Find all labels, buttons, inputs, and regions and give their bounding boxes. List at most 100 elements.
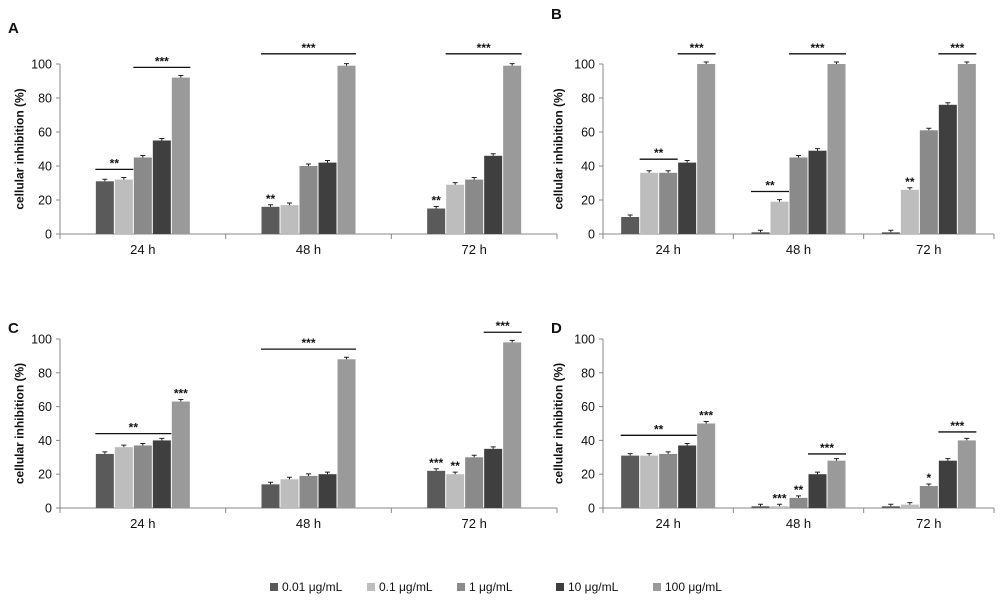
significance-label: *** (820, 441, 834, 455)
significance-label: *** (429, 456, 443, 470)
significance-label: * (926, 471, 931, 485)
bar (697, 423, 716, 508)
bar (827, 460, 846, 508)
y-tick-label: 80 (581, 366, 595, 380)
bar (640, 455, 659, 508)
legend-swatch-1 (367, 583, 375, 591)
bar (337, 359, 356, 508)
bar (95, 453, 114, 508)
x-tick-label: 24 h (130, 242, 155, 257)
bar (827, 64, 846, 234)
panel-label: B (551, 6, 562, 23)
bar (900, 189, 919, 234)
error-bar (684, 442, 690, 446)
significance-label: *** (690, 41, 704, 55)
significance-label: ** (129, 421, 139, 435)
y-tick-label: 60 (38, 126, 52, 140)
error-bar (665, 451, 671, 454)
error-bar (646, 170, 652, 173)
y-tick-label: 100 (31, 333, 52, 347)
error-bar (452, 471, 458, 475)
error-bar (433, 205, 439, 209)
error-bar (433, 468, 439, 471)
error-bar (907, 187, 913, 190)
bar (503, 342, 522, 508)
significance-label: ** (654, 146, 664, 160)
y-tick-label: 40 (581, 160, 595, 174)
bar (318, 162, 337, 234)
error-bar (471, 454, 477, 458)
y-tick-label: 40 (581, 434, 595, 448)
error-bar (684, 160, 690, 163)
bar (261, 484, 280, 508)
bar (808, 150, 827, 234)
error-bar (834, 458, 839, 461)
error-bar (627, 214, 633, 217)
bar (114, 447, 133, 508)
y-tick-label: 60 (581, 126, 595, 140)
error-bar (287, 202, 292, 206)
error-bar (159, 137, 165, 141)
significance-label: *** (301, 336, 315, 350)
significance-label: *** (477, 41, 491, 55)
error-bar (121, 177, 127, 180)
bar (808, 474, 827, 508)
bar (751, 506, 770, 508)
y-tick-label: 60 (581, 400, 595, 414)
significance-label: ** (905, 175, 915, 189)
y-tick-label: 40 (38, 434, 52, 448)
bar (133, 157, 152, 234)
bar (697, 64, 716, 234)
bar (789, 157, 808, 234)
bar (171, 77, 190, 234)
legend-label-1: 0.1 μg/mL (379, 580, 433, 594)
bar (770, 506, 789, 508)
bar (919, 486, 938, 508)
bar (446, 184, 465, 234)
error-bar (815, 148, 820, 151)
bar (919, 130, 938, 234)
error-bar (159, 437, 165, 441)
y-tick-label: 0 (45, 502, 52, 516)
error-bar (287, 476, 292, 480)
error-bar (815, 471, 820, 475)
significance-label: *** (772, 491, 786, 505)
legend-swatch-2 (457, 583, 465, 591)
bar (503, 65, 522, 234)
error-bar (344, 356, 349, 360)
error-bar (178, 399, 184, 402)
x-tick-label: 48 h (786, 242, 811, 257)
significance-label: ** (431, 194, 441, 208)
significance-label: ** (654, 422, 664, 436)
x-tick-label: 24 h (656, 516, 681, 531)
bar (427, 208, 446, 234)
x-tick-label: 72 h (916, 242, 941, 257)
significance-label: *** (496, 319, 510, 333)
bar (659, 172, 678, 234)
legend: 0.01 μg/mL 0.1 μg/mL 1 μg/mL 10 μg/mL 10… (270, 580, 722, 594)
y-tick-label: 80 (581, 92, 595, 106)
legend-label-2: 1 μg/mL (469, 580, 513, 594)
error-bar (834, 61, 839, 64)
y-tick-label: 20 (38, 468, 52, 482)
error-bar (777, 503, 782, 507)
legend-swatch-3 (556, 583, 564, 591)
bar (751, 232, 770, 234)
bar (938, 460, 957, 508)
x-tick-label: 48 h (296, 516, 321, 531)
y-axis-title: cellular inhibition (%) (13, 88, 27, 209)
bar (621, 455, 640, 508)
error-bar (627, 453, 633, 456)
x-tick-label: 48 h (296, 242, 321, 257)
bar (337, 65, 356, 234)
bar (280, 479, 299, 508)
y-tick-label: 80 (38, 92, 52, 106)
error-bar (102, 178, 108, 182)
error-bar (926, 127, 932, 131)
error-bar (471, 177, 477, 180)
x-tick-label: 48 h (786, 516, 811, 531)
x-tick-label: 72 h (916, 516, 941, 531)
panel-label: A (8, 20, 19, 37)
